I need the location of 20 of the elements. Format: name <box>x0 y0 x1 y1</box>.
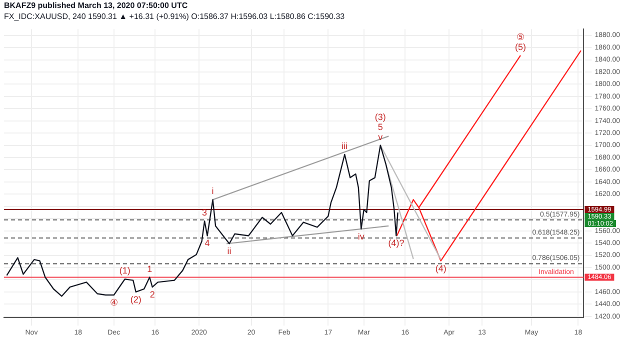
annotation: ④ <box>110 297 118 308</box>
annotation: (4)? <box>388 238 404 248</box>
annotation: v <box>378 132 384 142</box>
annotation: 5 <box>378 122 383 132</box>
annotation: (3) <box>374 112 386 122</box>
annotation: (4) <box>435 263 446 274</box>
annotation: 1 <box>147 264 152 274</box>
chart-subtitle: FX_IDC:XAUUSD, 240 1590.31 ▲ +16.31 (+0.91%) O:1586.37 H:1596.03 L:1580.86 C:1590.33 <box>3 11 346 22</box>
annotation: ⑤ <box>516 32 525 42</box>
annotation: 4 <box>204 238 210 248</box>
annotation: i <box>212 186 214 196</box>
annotation: (1) <box>119 266 130 276</box>
annotation: (5) <box>515 42 526 52</box>
annotation: 3 <box>202 208 208 218</box>
annotation: (2) <box>130 294 142 304</box>
annotation: ii <box>227 246 232 256</box>
annotation: iii <box>342 140 348 151</box>
annotation: 2 <box>150 290 155 300</box>
chart-title: BKAFZ9 published March 13, 2020 07:50:00 UTC <box>3 0 189 11</box>
annotation: iv <box>358 231 365 242</box>
